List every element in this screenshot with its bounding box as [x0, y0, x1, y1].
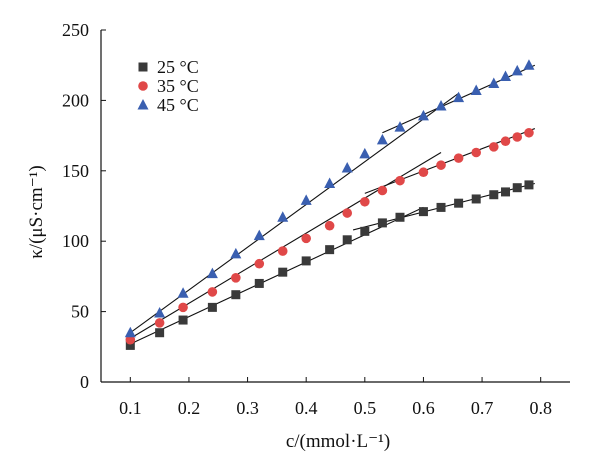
data-point-triangle: [417, 109, 429, 121]
fit-line: [364, 128, 536, 194]
y-tick-label: 0: [80, 372, 89, 392]
x-tick-label: 0.3: [236, 398, 259, 418]
data-point-square: [489, 190, 499, 200]
data-point-circle: [500, 136, 511, 147]
legend-label: 45 °C: [157, 95, 199, 115]
data-point-triangle: [500, 70, 512, 81]
data-point-circle: [453, 153, 464, 163]
data-point-square: [231, 290, 241, 300]
data-point-triangle: [376, 133, 388, 145]
data-point-square: [524, 180, 534, 190]
data-point-circle: [154, 318, 165, 328]
x-tick-label: 0.4: [295, 398, 318, 418]
y-tick-label: 250: [62, 20, 89, 40]
data-point-square: [454, 198, 464, 208]
x-tick-label: 0.8: [529, 398, 552, 418]
data-point-triangle: [341, 161, 353, 173]
x-axis-label: c/(mmol·L⁻¹): [286, 431, 390, 452]
data-point-triangle: [435, 100, 447, 111]
data-point-circle: [395, 175, 405, 186]
data-point-circle: [471, 147, 482, 158]
data-point-square: [395, 212, 405, 222]
y-axis-label: κ/(μS·cm⁻¹): [26, 165, 47, 259]
data-point-circle: [360, 196, 370, 207]
data-point-circle: [125, 334, 136, 345]
data-point-square: [125, 340, 135, 350]
legend-label: 35 °C: [157, 76, 199, 96]
data-point-circle: [207, 287, 218, 297]
data-point-circle: [301, 233, 311, 244]
data-point-square: [360, 226, 370, 236]
data-point-triangle: [453, 91, 465, 103]
fit-line: [130, 152, 442, 339]
data-point-square: [207, 302, 217, 312]
data-point-circle: [277, 246, 288, 256]
data-point-square: [471, 194, 481, 204]
data-point-triangle: [394, 121, 406, 132]
data-point-triangle: [177, 287, 189, 298]
data-point-triangle: [253, 229, 265, 241]
data-point-circle: [512, 132, 523, 142]
data-point-square: [342, 235, 352, 245]
y-tick-label: 50: [71, 302, 89, 322]
data-point-square: [418, 207, 428, 217]
data-point-square: [301, 256, 311, 266]
legend-label: 25 °C: [157, 57, 199, 77]
axes: 0 50 100 150 200 250 0.1 0.2 0.3 0.4 0.5 0.6 0.7 0.8: [62, 20, 570, 418]
y-tick-label: 200: [62, 90, 89, 110]
legend-marker-triangle: [137, 99, 149, 110]
data-point-triangle: [470, 84, 482, 96]
legend-marker-square: [138, 62, 148, 72]
legend-marker-circle: [138, 81, 148, 91]
data-point-square: [436, 202, 446, 212]
x-tick-label: 0.2: [178, 398, 201, 418]
y-tick-label: 150: [62, 161, 89, 181]
data-point-square: [178, 315, 188, 325]
data-point-square: [155, 328, 165, 338]
data-point-square: [512, 183, 522, 193]
data-point-square: [377, 218, 387, 228]
data-point-triangle: [300, 194, 312, 205]
data-point-square: [501, 187, 511, 197]
data-points: [124, 59, 535, 350]
legend: 25 °C35 °C45 °C: [137, 57, 199, 115]
data-point-square: [278, 267, 288, 277]
data-point-circle: [524, 127, 534, 138]
x-tick-label: 0.7: [471, 398, 494, 418]
data-point-circle: [178, 302, 188, 313]
x-tick-label: 0.1: [119, 398, 142, 418]
data-point-triangle: [488, 77, 500, 89]
data-point-triangle: [230, 247, 242, 259]
data-point-triangle: [124, 326, 136, 338]
data-point-triangle: [324, 177, 336, 188]
x-tick-label: 0.5: [354, 398, 377, 418]
data-point-circle: [324, 220, 335, 231]
data-point-triangle: [523, 59, 535, 70]
data-point-triangle: [359, 147, 371, 159]
data-point-circle: [342, 208, 353, 218]
data-point-triangle: [206, 267, 218, 279]
data-point-square: [325, 245, 335, 255]
data-point-triangle: [277, 211, 289, 222]
data-point-square: [254, 278, 264, 288]
data-point-circle: [418, 167, 429, 178]
data-point-circle: [377, 185, 388, 196]
x-tick-label: 0.6: [412, 398, 435, 418]
data-point-circle: [488, 142, 499, 152]
y-tick-label: 100: [62, 231, 89, 251]
data-point-triangle: [511, 64, 523, 76]
data-point-circle: [231, 273, 241, 283]
fit-line: [130, 206, 424, 345]
data-point-circle: [254, 258, 265, 269]
data-point-circle: [436, 160, 446, 170]
data-point-triangle: [154, 307, 166, 318]
